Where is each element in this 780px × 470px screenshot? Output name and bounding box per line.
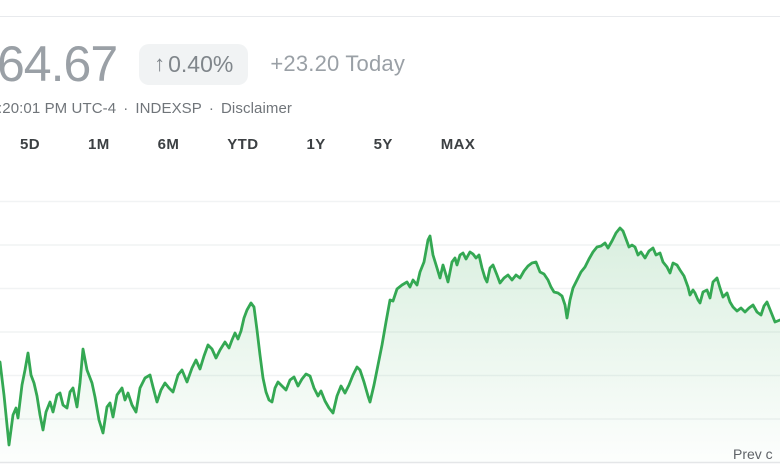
tab-6m[interactable]: 6M [157,136,180,153]
price-header: 64.67 ↑ 0.40% +23.20 Today [0,36,406,92]
price-chart-svg[interactable] [0,185,780,470]
tab-1m[interactable]: 1M [87,136,110,153]
time-range-tabs: 5D 1M 6M YTD 1Y 5Y MAX [20,134,475,156]
top-divider [0,16,780,17]
change-percent-badge: ↑ 0.40% [139,43,249,85]
tab-max[interactable]: MAX [440,136,476,153]
quote-meta-row: :20:01 PM UTC-4 · INDEXSP · Disclaimer [0,100,292,117]
separator-dot: · [123,100,129,117]
tab-ytd[interactable]: YTD [227,136,259,153]
disclaimer-link[interactable]: Disclaimer [221,100,293,117]
series-area-fill [0,228,780,463]
tab-5y[interactable]: 5Y [373,136,393,153]
quote-timestamp: :20:01 PM UTC-4 [0,100,117,117]
arrow-up-icon: ↑ [154,51,166,76]
price-chart[interactable] [0,185,780,470]
change-percent-value: 0.40% [168,50,234,77]
separator-dot: · [208,100,214,117]
tab-5d[interactable]: 5D [20,136,40,153]
prev-close-label: Prev c [733,446,773,462]
series-line [0,226,780,447]
ticker-symbol: INDEXSP [135,100,202,117]
tab-1y[interactable]: 1Y [306,136,326,153]
price-value: 64.67 [0,36,118,92]
change-amount-today: +23.20 Today [270,51,406,76]
